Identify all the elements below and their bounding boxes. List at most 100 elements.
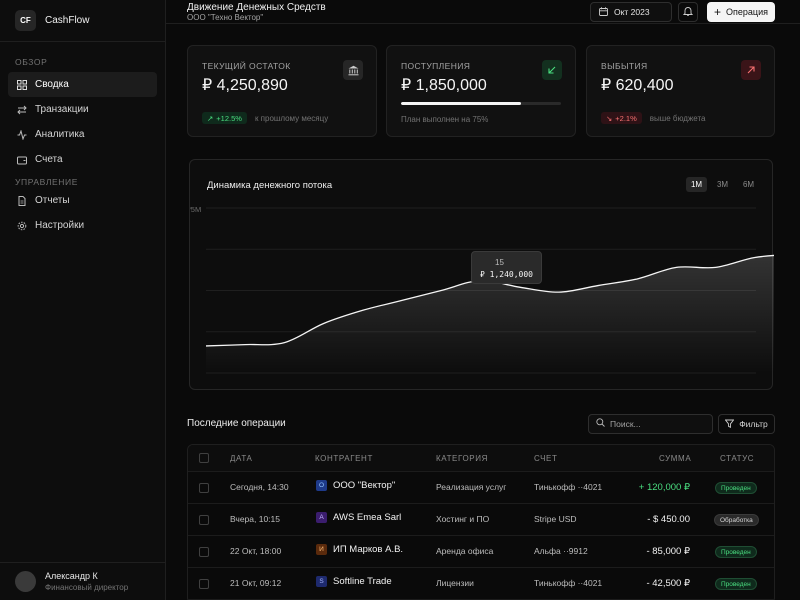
arrow-down-left-icon [542,60,562,80]
row-amount: - 42,500 ₽ [646,578,690,589]
sidebar-item-label: Отчеты [35,195,70,206]
row-amount: - $ 450.00 [647,514,690,525]
row-date: 21 Окт, 09:12 [230,578,282,588]
grid-icon [17,79,27,90]
kpi-label: ТЕКУЩИЙ ОСТАТОК [202,61,291,71]
counterparty-icon: S [316,576,327,587]
row-amount: + 120,000 ₽ [638,482,690,493]
row-category: Аренда офиса [436,546,494,556]
kpi-card-balance: ТЕКУЩИЙ ОСТАТОК ₽ 4,250,890 ↗ +12.5% к пр… [187,45,377,137]
cashflow-chart: ₽5M Динамика денежного потока 1M 3M 6M 1… [189,159,774,390]
sidebar-item-settings[interactable]: Настройки [8,213,157,238]
sidebar-item-reports[interactable]: Отчеты [8,188,157,213]
trend-up-icon: ↗ [207,113,214,123]
column-amount[interactable]: СУММА [659,454,692,463]
range-button-3m[interactable]: 3M [716,180,729,189]
select-all-checkbox[interactable] [199,453,209,463]
counterparty-name: ООО "Вектор" [333,480,396,491]
change-value: +12.5% [216,113,242,123]
kpi-note: План выполнен на 75% [401,115,489,124]
status-badge: Обработка [714,514,759,526]
row-category: Реализация услуг [436,482,507,492]
row-checkbox[interactable] [199,515,209,525]
search-input[interactable] [610,419,710,429]
add-operation-button[interactable]: + Операция [707,2,775,22]
date-picker-button[interactable]: Окт 2023 [590,2,672,22]
range-button-1m[interactable]: 1M [686,177,707,192]
sidebar-item-label: Транзакции [35,104,89,115]
series-area [206,255,774,373]
sidebar-item-analytics[interactable]: Аналитика [8,122,157,147]
table-row[interactable]: Вчера, 10:15 A AWS Emea Sarl Хостинг и ПО St… [188,504,774,536]
kpi-note: к прошлому месяцу [254,113,329,123]
row-account: Тинькофф ··4021 [534,482,603,492]
column-category[interactable]: КАТЕГОРИЯ [436,454,488,463]
filter-label: Фильтр [739,419,768,429]
kpi-card-income: ПОСТУПЛЕНИЯ ₽ 1,850,000 План выполнен на… [386,45,576,137]
swap-icon [17,105,27,115]
column-date[interactable]: ДАТА [230,454,253,463]
change-value: +2.1% [615,113,637,123]
kpi-note: выше бюджета [649,113,706,123]
row-counterparty[interactable]: S Softline Trade [316,576,392,587]
column-account[interactable]: СЧЕТ [534,454,558,463]
column-status[interactable]: СТАТУС [720,454,755,463]
kpi-card-expense: ВЫБЫТИЯ ₽ 620,400 ↘ +2.1% выше бюджета [586,45,775,137]
row-counterparty[interactable]: И ИП Марков А.В. [316,544,403,555]
wallet-icon [17,155,27,165]
calendar-icon [599,6,608,18]
notifications-button[interactable] [678,2,698,22]
user-role: Финансовый директор [45,582,129,592]
sidebar-item-label: Сводка [35,79,69,90]
bell-icon [682,6,694,19]
section-title-manage: УПРАВЛЕНИЕ [15,177,79,187]
range-button-6m[interactable]: 6M [742,180,755,189]
sidebar-item-transactions[interactable]: Транзакции [8,97,157,122]
kpi-label: ВЫБЫТИЯ [601,61,648,71]
document-icon [17,195,27,206]
table-header: ДАТА КОНТРАГЕНТ КАТЕГОРИЯ СЧЕТ СУММА СТА… [188,445,774,472]
header: Движение Денежных Средств ООО "Техно Век… [166,0,800,24]
counterparty-icon: О [316,480,327,491]
row-checkbox[interactable] [199,579,209,589]
sidebar-item-accounts[interactable]: Счета [8,147,157,172]
row-category: Хостинг и ПО [436,514,490,524]
row-account: Альфа ··9912 [534,546,588,556]
table-row[interactable]: 22 Окт, 18:00 И ИП Марков А.В. Аренда офиса… [188,536,774,568]
activity-icon [17,129,27,140]
operations-table: ДАТА КОНТРАГЕНТ КАТЕГОРИЯ СЧЕТ СУММА СТА… [187,444,775,600]
range-selector: 1M 3M 6M [681,177,759,192]
user-name: Александр К [45,570,98,581]
change-badge: ↗ +12.5% [202,112,247,124]
kpi-label: ПОСТУПЛЕНИЯ [401,61,471,71]
table-row[interactable]: 21 Окт, 09:12 S Softline Trade Лицензии Тинь… [188,568,774,600]
counterparty-name: AWS Emea Sarl [333,512,402,523]
row-account: Тинькофф ··4021 [534,578,603,588]
sidebar-item-summary[interactable]: Сводка [8,72,157,97]
row-category: Лицензии [436,578,474,588]
counterparty-icon: A [316,512,327,523]
status-badge: Проведен [715,482,757,494]
sidebar-item-label: Настройки [35,220,85,231]
kpi-value: ₽ 4,250,890 [202,77,288,94]
filter-icon [724,419,735,430]
row-counterparty[interactable]: A AWS Emea Sarl [316,512,401,523]
filter-button[interactable]: Фильтр [718,414,775,434]
row-date: 22 Окт, 18:00 [230,546,282,556]
user-profile[interactable]: Александр К Финансовый директор [0,562,166,600]
sidebar-item-label: Аналитика [35,129,85,140]
row-checkbox[interactable] [199,547,209,557]
column-counterparty[interactable]: КОНТРАГЕНТ [315,454,373,463]
row-checkbox[interactable] [199,483,209,493]
arrow-up-right-icon [741,60,761,80]
row-counterparty[interactable]: О ООО "Вектор" [316,480,395,491]
search-icon [596,418,605,430]
table-row[interactable]: Сегодня, 14:30 О ООО "Вектор" Реализация ус… [188,472,774,504]
change-badge: ↘ +2.1% [601,112,642,124]
status-badge: Проведен [715,546,757,558]
plus-icon: + [714,5,722,19]
page-title: Движение Денежных Средств [187,2,326,13]
brand[interactable]: CF CashFlow [0,0,165,42]
section-title-overview: ОБЗОР [15,57,48,67]
gear-icon [17,221,27,231]
